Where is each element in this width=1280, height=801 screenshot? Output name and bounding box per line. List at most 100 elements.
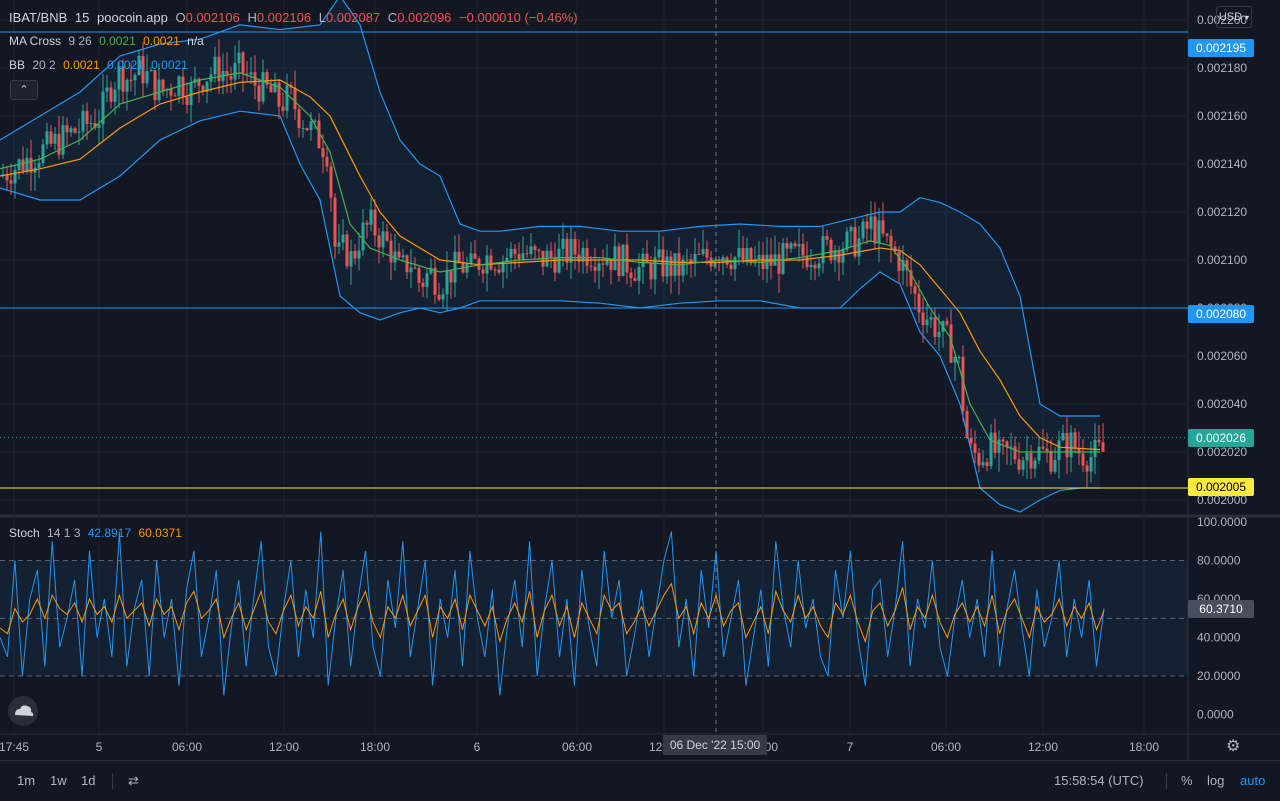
candle-body xyxy=(629,272,633,279)
stoch-tick-label: 20.0000 xyxy=(1197,669,1241,683)
candle-body xyxy=(453,251,457,283)
candle-body xyxy=(753,258,757,264)
candle-body xyxy=(689,259,693,263)
go-to-date-icon[interactable]: ⇄ xyxy=(128,773,139,788)
low-label: L xyxy=(318,10,326,25)
candle-body xyxy=(797,243,801,247)
candle-body xyxy=(885,233,889,236)
candle-body xyxy=(821,236,825,264)
candle-body xyxy=(697,253,701,255)
candle-body xyxy=(945,321,949,325)
candle-body xyxy=(89,123,93,125)
candle-body xyxy=(901,260,905,271)
change-value: −0.000010 (−0.46%) xyxy=(459,10,578,25)
time-tick-label: 06:00 xyxy=(562,740,592,754)
candle-body xyxy=(1029,452,1033,469)
ma-params: 9 26 xyxy=(68,34,92,48)
stoch-name: Stoch xyxy=(9,526,40,540)
auto-toggle[interactable]: auto xyxy=(1240,773,1266,788)
candle-body xyxy=(377,235,381,248)
candle-body xyxy=(921,312,925,326)
time-tick-label: 18:00 xyxy=(1129,740,1159,754)
tradingview-logo[interactable] xyxy=(8,696,38,726)
open-value: 0.002106 xyxy=(185,10,240,25)
candle-body xyxy=(805,255,809,268)
high-value: 0.002106 xyxy=(256,10,312,25)
candle-body xyxy=(261,72,265,102)
candle-body xyxy=(133,75,137,81)
candle-body xyxy=(969,438,973,444)
candle-body xyxy=(925,319,929,326)
symbol-name[interactable]: IBAT/BNB xyxy=(9,10,68,25)
axes: 0.0020000.0020200.0020400.0020600.002080… xyxy=(0,13,1247,754)
candle-body xyxy=(373,209,377,236)
chart-canvas[interactable]: 0.002000 0.002020 0.002040 0.002060 0.002080… xyxy=(0,0,1280,760)
candle-body xyxy=(161,79,165,91)
stoch-legend[interactable]: Stoch 14 1 3 42.8917 60.0371 xyxy=(9,526,186,540)
candle-body xyxy=(49,131,53,144)
candle-body xyxy=(633,278,637,281)
candle-body xyxy=(5,174,9,181)
candle-body xyxy=(981,462,985,466)
candle-body xyxy=(669,256,673,276)
candle-body xyxy=(961,356,965,412)
candle-body xyxy=(357,250,361,259)
high-label: H xyxy=(247,10,257,25)
price-tick-label: 0.002140 xyxy=(1197,157,1247,171)
candle-body xyxy=(1093,439,1097,458)
time-tick-label: 6 xyxy=(474,740,481,754)
candle-body xyxy=(237,52,241,64)
interval[interactable]: 15 xyxy=(74,10,90,25)
candle-body xyxy=(349,250,353,267)
candle-body xyxy=(853,227,857,257)
bollinger-legend[interactable]: BB 20 2 0.0021 0.0021 0.0021 xyxy=(9,58,192,72)
price-tag-last-price: 0.002026 xyxy=(1188,429,1254,447)
candle-body xyxy=(777,254,781,274)
close-value: 0.002096 xyxy=(397,10,452,25)
candle-body xyxy=(381,231,385,248)
candle-body xyxy=(481,269,485,274)
candle-body xyxy=(53,133,57,144)
close-label: C xyxy=(387,10,398,25)
candle-body xyxy=(957,356,961,358)
bb-basis-value: 0.0021 xyxy=(63,58,100,72)
candle-body xyxy=(705,248,709,258)
candle-body xyxy=(297,109,301,129)
price-tick-label: 0.002100 xyxy=(1197,253,1247,267)
candle-body xyxy=(105,87,109,92)
range-1d[interactable]: 1d xyxy=(81,773,96,788)
collapse-legend-button[interactable]: ⌃ xyxy=(10,80,38,100)
candle-body xyxy=(569,238,573,263)
currency-selector[interactable]: USD ▾ xyxy=(1216,6,1252,28)
percent-toggle[interactable]: % xyxy=(1181,773,1193,788)
utc-clock[interactable]: 15:58:54 (UTC) xyxy=(1054,773,1144,788)
candle-body xyxy=(865,221,869,229)
candle-body xyxy=(617,246,621,276)
settings-gear-icon[interactable]: ⚙ xyxy=(1226,738,1241,755)
candle-body xyxy=(305,127,309,131)
candle-body xyxy=(265,72,269,85)
ma-fast-line xyxy=(0,72,1100,453)
price-tick-label: 0.002040 xyxy=(1197,397,1247,411)
candle-body xyxy=(645,253,649,263)
candle-body xyxy=(813,264,817,269)
candle-body xyxy=(425,273,429,287)
candle-body xyxy=(1009,446,1013,448)
candle-body xyxy=(497,269,501,273)
candle-body xyxy=(473,253,477,259)
candle-body xyxy=(965,411,969,439)
range-1m[interactable]: 1m xyxy=(17,773,36,788)
candle-body xyxy=(877,220,881,244)
candle-body xyxy=(1013,446,1017,460)
log-toggle[interactable]: log xyxy=(1207,773,1225,788)
candle-body xyxy=(829,239,833,261)
range-1w[interactable]: 1w xyxy=(50,773,67,788)
ma-cross-legend[interactable]: MA Cross 9 26 0.0021 0.0021 n/a xyxy=(9,34,208,48)
candle-body xyxy=(157,79,161,101)
candle-body xyxy=(521,253,525,260)
price-tag-upper-line: 0.002195 xyxy=(1188,39,1254,57)
candle-body xyxy=(661,249,665,277)
candle-body xyxy=(1033,460,1037,469)
candle-body xyxy=(205,81,209,92)
candle-body xyxy=(733,257,737,270)
